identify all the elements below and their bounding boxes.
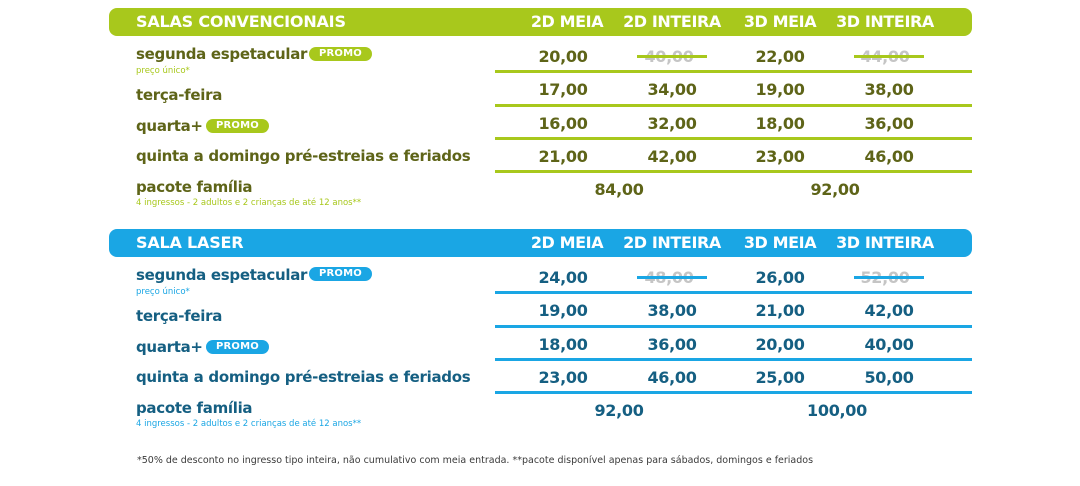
price-3d-meia: 23,00 (755, 147, 805, 166)
row-divider (495, 358, 972, 361)
col-header-3d-meia: 3D MEIA (743, 12, 817, 31)
price-3d-inteira: 46,00 (864, 147, 914, 166)
col-header-3d-inteira: 3D INTEIRA (836, 233, 934, 252)
section-salas-convencionais: SALAS CONVENCIONAIS 2D MEIA 2D INTEIRA 3… (109, 8, 972, 218)
row-divider (495, 291, 972, 294)
row-label: segunda espetacular (136, 266, 308, 284)
row-label: terça-feira (136, 307, 223, 325)
col-header-3d-inteira: 3D INTEIRA (836, 12, 934, 31)
row-divider (495, 70, 972, 73)
row-label: pacote família (136, 399, 253, 417)
price-3d-pacote: 92,00 (810, 180, 860, 199)
price-2d-meia: 16,00 (538, 114, 588, 133)
row-sublabel: preço único* (136, 287, 190, 297)
row-label: segunda espetacular (136, 45, 308, 63)
price-2d-inteira: 36,00 (647, 335, 697, 354)
price-2d-meia: 21,00 (538, 147, 588, 166)
promo-badge: PROMO (206, 340, 269, 354)
section-sala-laser: SALA LASER 2D MEIA 2D INTEIRA 3D MEIA 3D… (109, 229, 972, 439)
col-header-2d-meia: 2D MEIA (530, 233, 604, 252)
promo-badge: PROMO (309, 47, 372, 61)
col-header-2d-inteira: 2D INTEIRA (623, 233, 721, 252)
price-3d-meia: 18,00 (755, 114, 805, 133)
promo-badge: PROMO (309, 267, 372, 281)
price-3d-inteira: 36,00 (864, 114, 914, 133)
price-3d-meia: 20,00 (755, 335, 805, 354)
strikethrough-line (637, 55, 707, 58)
price-3d-meia: 19,00 (755, 80, 805, 99)
price-2d-inteira: 32,00 (647, 114, 697, 133)
price-2d-meia: 19,00 (538, 301, 588, 320)
price-2d-meia: 23,00 (538, 368, 588, 387)
row-divider (495, 325, 972, 328)
price-2d-pacote: 84,00 (594, 180, 644, 199)
row-divider (495, 104, 972, 107)
footnote: *50% de desconto no ingresso tipo inteir… (137, 455, 814, 466)
promo-badge: PROMO (206, 119, 269, 133)
price-2d-meia: 20,00 (538, 47, 588, 66)
strikethrough-line (637, 276, 707, 279)
row-label: quarta+ (136, 338, 203, 356)
price-2d-inteira: 46,00 (647, 368, 697, 387)
col-header-2d-meia: 2D MEIA (530, 12, 604, 31)
section-title: SALA LASER (136, 233, 244, 252)
price-2d-pacote: 92,00 (594, 401, 644, 420)
price-2d-inteira: 42,00 (647, 147, 697, 166)
strikethrough-line (854, 55, 924, 58)
row-divider (495, 391, 972, 394)
price-2d-inteira: 34,00 (647, 80, 697, 99)
row-label: quinta a domingo pré-estreias e feriados (136, 147, 471, 165)
col-header-3d-meia: 3D MEIA (743, 233, 817, 252)
row-divider (495, 170, 972, 173)
row-label: terça-feira (136, 86, 223, 104)
row-divider (495, 137, 972, 140)
section-header: SALAS CONVENCIONAIS 2D MEIA 2D INTEIRA 3… (109, 8, 972, 36)
price-3d-meia: 21,00 (755, 301, 805, 320)
price-3d-inteira: 42,00 (864, 301, 914, 320)
price-3d-inteira: 50,00 (864, 368, 914, 387)
row-label: quarta+ (136, 117, 203, 135)
row-label: pacote família (136, 178, 253, 196)
price-2d-meia: 17,00 (538, 80, 588, 99)
price-3d-inteira: 40,00 (864, 335, 914, 354)
price-2d-meia: 18,00 (538, 335, 588, 354)
row-sublabel: 4 ingressos - 2 adultos e 2 crianças de … (136, 419, 362, 429)
price-3d-pacote: 100,00 (807, 401, 867, 420)
price-3d-meia: 22,00 (755, 47, 805, 66)
row-sublabel: 4 ingressos - 2 adultos e 2 crianças de … (136, 198, 362, 208)
col-header-2d-inteira: 2D INTEIRA (623, 12, 721, 31)
price-2d-inteira: 38,00 (647, 301, 697, 320)
price-3d-meia: 25,00 (755, 368, 805, 387)
price-3d-meia: 26,00 (755, 268, 805, 287)
price-2d-meia: 24,00 (538, 268, 588, 287)
section-title: SALAS CONVENCIONAIS (136, 12, 346, 31)
price-3d-inteira: 38,00 (864, 80, 914, 99)
section-header: SALA LASER 2D MEIA 2D INTEIRA 3D MEIA 3D… (109, 229, 972, 257)
strikethrough-line (854, 276, 924, 279)
row-sublabel: preço único* (136, 66, 190, 76)
row-label: quinta a domingo pré-estreias e feriados (136, 368, 471, 386)
